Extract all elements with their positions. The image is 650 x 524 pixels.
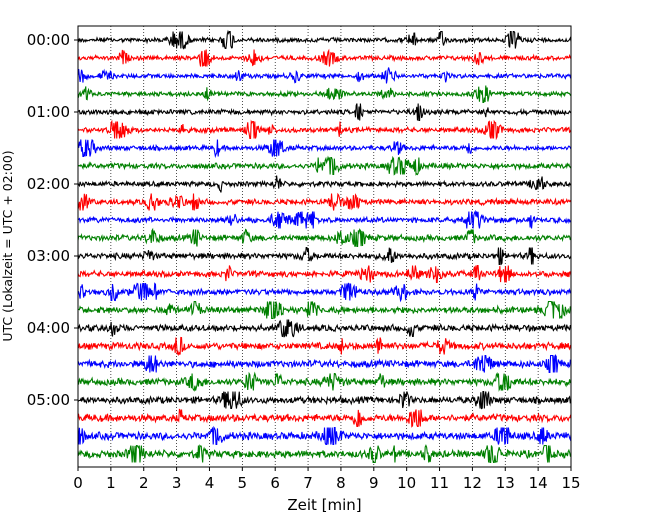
y-axis-label: UTC (Lokalzeit = UTC + 02:00)	[0, 150, 15, 341]
x-tick-label: 3	[172, 474, 182, 492]
x-tick-label: 1	[106, 474, 116, 492]
x-tick-label: 9	[369, 474, 379, 492]
seismic-trace	[77, 371, 572, 392]
plot-frame	[77, 25, 572, 468]
x-tick-label: 15	[561, 474, 580, 492]
trace-group	[77, 29, 572, 464]
seismic-trace	[77, 119, 572, 141]
y-tick-label: 02:00	[27, 175, 70, 193]
seismic-trace	[77, 85, 572, 104]
x-tick-label: 10	[397, 474, 416, 492]
x-tick-label: 14	[529, 474, 548, 492]
seismic-trace	[77, 354, 572, 374]
seismic-trace	[77, 29, 572, 50]
seismic-trace	[77, 67, 572, 84]
x-tick-label: 2	[139, 474, 149, 492]
seismic-trace	[77, 175, 572, 193]
seismic-trace	[77, 227, 572, 248]
seismic-trace	[77, 390, 572, 410]
seismic-trace	[77, 209, 572, 229]
seismic-trace	[77, 138, 572, 159]
x-tick-label: 6	[270, 474, 280, 492]
x-tick-label: 4	[205, 474, 215, 492]
seismic-trace	[77, 336, 572, 357]
x-axis-ticks: 0 1 2 3 4 5 6 7 8 9 10 11 12 13 14 15	[73, 467, 581, 492]
y-tick-label: 04:00	[27, 319, 70, 337]
x-axis-label: Zeit [min]	[287, 496, 361, 514]
y-tick-label: 03:00	[27, 247, 70, 265]
y-axis-ticks: 00:00 01:00 02:00 03:00 04:00 05:00	[27, 31, 78, 409]
x-tick-label: 8	[336, 474, 346, 492]
seismic-trace	[77, 282, 572, 303]
y-tick-label: 05:00	[27, 391, 70, 409]
x-tick-label: 0	[73, 474, 83, 492]
x-tick-label: 11	[430, 474, 449, 492]
y-tick-label: 00:00	[27, 31, 70, 49]
seismic-trace	[77, 425, 572, 446]
x-tick-label: 5	[238, 474, 248, 492]
seismic-trace	[77, 300, 572, 320]
seismic-trace	[77, 319, 572, 338]
seismic-trace	[77, 48, 572, 67]
seismic-trace	[77, 192, 572, 211]
seismic-trace	[77, 444, 572, 464]
x-tick-label: 7	[303, 474, 313, 492]
seismic-trace	[77, 103, 572, 122]
x-tick-label: 13	[496, 474, 515, 492]
x-tick-label: 12	[463, 474, 482, 492]
seismic-trace	[77, 155, 572, 176]
seismic-trace	[77, 408, 572, 428]
seismic-trace	[77, 264, 572, 284]
y-tick-label: 01:00	[27, 103, 70, 121]
seismic-trace	[77, 246, 572, 266]
